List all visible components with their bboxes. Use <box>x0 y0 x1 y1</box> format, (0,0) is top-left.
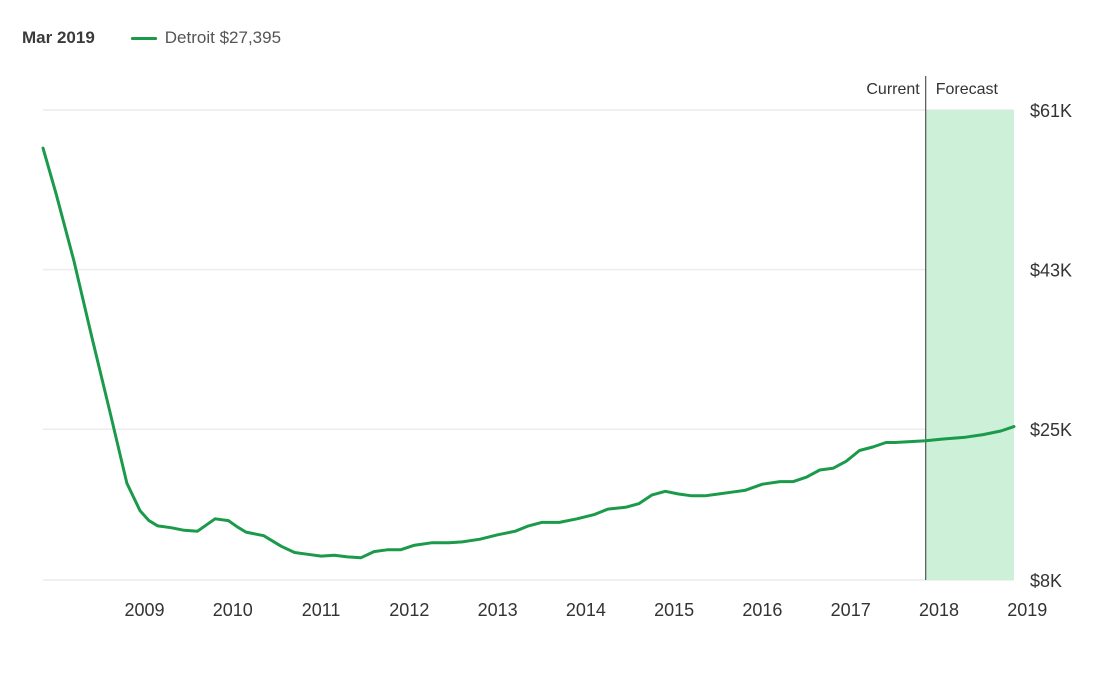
x-tick-label: 2011 <box>302 600 341 620</box>
legend-swatch <box>130 36 157 40</box>
x-tick-label: 2015 <box>654 600 694 620</box>
date-label: Mar 2019 <box>22 28 95 47</box>
x-tick-label: 2010 <box>213 600 253 620</box>
grid-lines <box>43 109 1014 581</box>
forecast-label: Forecast <box>936 81 999 98</box>
current-label: Current <box>866 81 920 98</box>
x-tick-label: 2018 <box>919 600 959 620</box>
x-tick-label: 2013 <box>478 600 518 620</box>
series-line-detroit <box>41 146 1016 560</box>
y-tick-label: $8K <box>1030 571 1062 591</box>
chart-header: Mar 2019 Detroit $27,395 <box>22 26 281 50</box>
legend-label: Detroit $27,395 <box>164 28 282 47</box>
legend: Detroit $27,395 <box>130 28 282 48</box>
y-axis-ticks: $8K $25K $43K $61K <box>1030 101 1072 591</box>
x-tick-label: 2014 <box>566 600 606 620</box>
x-tick-label: 2009 <box>124 600 164 620</box>
x-tick-label: 2016 <box>742 600 782 620</box>
y-tick-label: $25K <box>1030 420 1072 440</box>
x-axis-ticks: 2009 2010 2011 2012 2013 2014 2015 2016 2017 2018… <box>124 600 1047 620</box>
x-tick-label: 2019 <box>1007 600 1047 620</box>
y-tick-label: $43K <box>1030 261 1072 281</box>
y-tick-label: $61K <box>1030 101 1072 121</box>
forecast-region <box>925 110 1014 580</box>
x-tick-label: 2017 <box>831 600 871 620</box>
x-tick-label: 2012 <box>389 600 429 620</box>
